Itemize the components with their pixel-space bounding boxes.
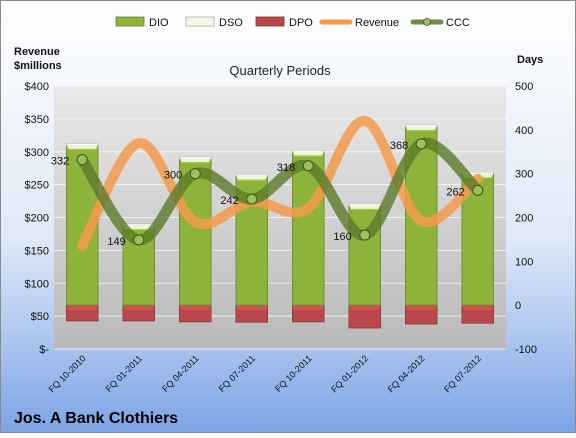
ccc-data-label: 160 [333,231,351,243]
ccc-data-label: 262 [446,186,464,198]
left-tick-label: $350 [25,114,49,126]
company-name: Jos. A Bank Clothiers [14,410,178,427]
legend-swatch-dso [185,16,215,27]
left-tick-label: $- [39,344,49,356]
ccc-data-label: 300 [164,170,182,182]
legend-swatch-dio [115,16,145,27]
right-tick-label: 400 [515,125,533,137]
legend-label-dpo: DPO [289,17,313,29]
left-tick-label: $100 [25,278,49,290]
dso-bar-top [292,150,325,156]
ccc-point [189,168,201,180]
dso-bar-top [348,203,381,209]
ccc-data-label: 368 [390,140,408,152]
dpo-bar-top [122,305,155,311]
dpo-bar-top [179,305,212,311]
revenue-line [77,115,483,251]
ccc-point [359,229,371,241]
ccc-data-label: 332 [51,156,69,168]
dso-bar-top [122,224,155,230]
dpo-bar-top [405,305,438,311]
dpo-bar-top [348,305,381,311]
left-tick-label: $200 [25,213,49,225]
legend-label-dio: DIO [149,17,169,29]
ccc-data-label: 149 [107,236,125,248]
ccc-data-label: 318 [277,162,295,174]
ccc-data-label: 242 [220,195,238,207]
left-tick-label: $400 [25,81,49,93]
left-tick-label: $150 [25,245,49,257]
lines [76,115,484,251]
dso-bar-top [179,157,212,163]
ccc-point [415,138,427,150]
dpo-bar-top [461,305,494,311]
ccc-point [472,184,484,196]
left-tick-label: $250 [25,180,49,192]
right-tick-label: 0 [515,300,521,312]
legend-swatch-ccc-dot [423,18,431,26]
dpo-bar-top [66,305,99,311]
left-axis-ticks: $- $50 $100 $150 $200 $250 $300 $350 $400 [25,81,50,356]
dso-bar-top [405,125,438,131]
right-tick-label: -100 [515,344,537,356]
dpo-bar-top [292,305,325,311]
right-axis-label: Days [517,54,543,66]
left-tick-label: $50 [31,311,49,323]
dso-bar-top [235,174,268,180]
ccc-point [246,193,258,205]
right-tick-label: 300 [515,169,533,181]
legend: DIO DSO DPO Revenue CCC [115,16,470,29]
right-axis-ticks: -100 0 100 200 300 400 500 [515,81,537,356]
dpo-bar-top [235,305,268,311]
legend-label-ccc: CCC [446,17,470,29]
left-tick-label: $300 [25,147,49,159]
legend-label-dso: DSO [219,17,243,29]
chart-title: Quarterly Periods [229,63,331,78]
ccc-data-labels: 332 149 300 242 318 160 368 262 [51,140,465,248]
legend-label-revenue: Revenue [355,17,399,29]
ccc-point [76,154,88,166]
right-tick-label: 200 [515,213,533,225]
dso-bar-top [66,143,99,149]
ccc-point [133,234,145,246]
ccc-point [302,160,314,172]
right-tick-label: 500 [515,81,533,93]
legend-swatch-dpo [255,16,285,27]
left-axis-label-line2: $millions [14,60,62,72]
left-axis-label-line1: Revenue [14,46,60,58]
right-tick-label: 100 [515,256,533,268]
